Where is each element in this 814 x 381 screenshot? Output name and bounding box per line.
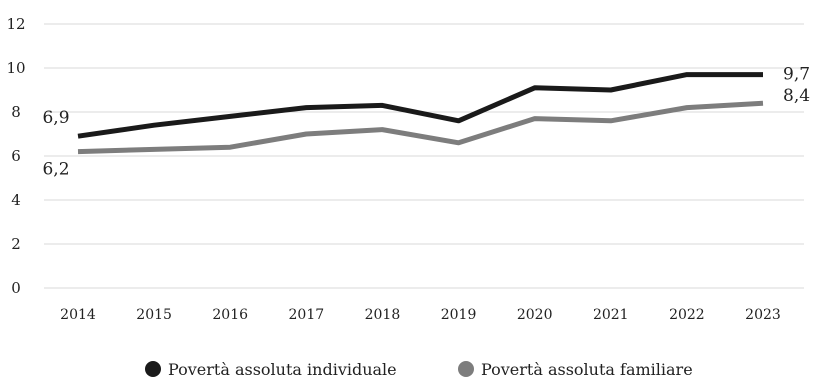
y-tick-label: 6 — [11, 147, 21, 165]
x-tick-label: 2014 — [60, 307, 96, 323]
series-line-familiare — [77, 100, 764, 155]
data-label: 8,4 — [783, 86, 810, 106]
y-tick-label: 4 — [11, 191, 21, 209]
x-tick-label: 2022 — [669, 307, 705, 323]
y-tick-label: 10 — [6, 59, 25, 77]
y-tick-label: 0 — [11, 279, 21, 297]
legend: Povertà assoluta individuale Povertà asso… — [145, 360, 693, 379]
data-label: 9,7 — [783, 65, 810, 85]
legend-label: Povertà assoluta individuale — [168, 360, 397, 379]
x-tick-label: 2023 — [745, 307, 781, 323]
legend-marker — [145, 361, 161, 377]
x-tick-label: 2021 — [593, 307, 629, 323]
legend-marker — [458, 361, 474, 377]
y-tick-label: 8 — [11, 103, 21, 121]
x-tick-label: 2020 — [517, 307, 553, 323]
legend-label: Povertà assoluta familiare — [481, 360, 693, 379]
series-line-individuale — [77, 72, 763, 139]
x-tick-label: 2017 — [289, 307, 325, 323]
y-tick-label: 2 — [11, 235, 21, 253]
x-tick-label: 2019 — [441, 307, 477, 323]
data-label: 6,2 — [42, 160, 69, 180]
data-labels: 6,9 9,7 6,2 8,4 — [42, 65, 810, 180]
x-tick-label: 2016 — [212, 307, 248, 323]
x-axis-ticks: 2014 2015 2016 2017 2018 2019 2020 2021 2022 2023 — [60, 307, 781, 323]
x-tick-label: 2018 — [365, 307, 401, 323]
series-group — [77, 72, 764, 155]
y-tick-label: 12 — [6, 15, 25, 33]
data-label: 6,9 — [42, 108, 69, 128]
x-tick-label: 2015 — [136, 307, 172, 323]
y-axis-ticks: 0 2 4 6 8 10 12 — [6, 15, 25, 297]
grid-lines — [44, 23, 804, 289]
